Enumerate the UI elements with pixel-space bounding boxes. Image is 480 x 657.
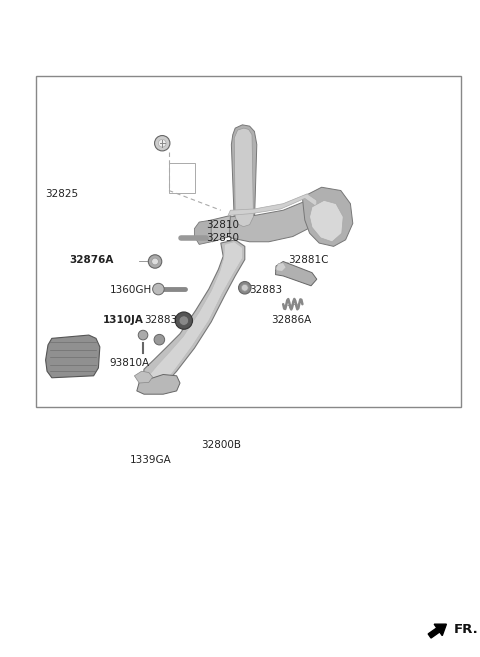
FancyArrow shape <box>428 624 446 638</box>
Polygon shape <box>143 240 245 391</box>
Circle shape <box>239 282 251 294</box>
Circle shape <box>138 330 148 340</box>
Polygon shape <box>302 187 353 246</box>
Text: 32886A: 32886A <box>271 315 312 325</box>
Text: 32825: 32825 <box>46 189 79 199</box>
Text: 93810A: 93810A <box>109 357 150 368</box>
Text: FR.: FR. <box>454 623 479 636</box>
Circle shape <box>179 316 189 325</box>
Circle shape <box>175 312 192 329</box>
Circle shape <box>155 135 170 151</box>
Circle shape <box>153 283 164 295</box>
Polygon shape <box>228 194 317 215</box>
Polygon shape <box>276 263 286 271</box>
Text: 1339GA: 1339GA <box>130 455 171 465</box>
Text: 32883: 32883 <box>250 285 283 296</box>
Text: 32850: 32850 <box>206 233 240 243</box>
Text: 1310JA: 1310JA <box>103 315 144 325</box>
Bar <box>169 163 195 193</box>
Circle shape <box>152 258 158 265</box>
Polygon shape <box>231 125 257 233</box>
Circle shape <box>154 334 165 345</box>
Polygon shape <box>310 200 343 242</box>
Text: 32800B: 32800B <box>202 440 241 451</box>
Bar <box>36 76 461 407</box>
Polygon shape <box>234 128 253 227</box>
Text: 32876A: 32876A <box>70 254 114 265</box>
Circle shape <box>158 139 166 147</box>
Polygon shape <box>46 335 100 378</box>
Polygon shape <box>194 220 211 244</box>
Polygon shape <box>137 374 180 394</box>
Polygon shape <box>150 242 242 386</box>
Text: 32881C: 32881C <box>288 254 328 265</box>
Circle shape <box>241 284 248 291</box>
Polygon shape <box>223 200 319 242</box>
Polygon shape <box>202 215 230 242</box>
Polygon shape <box>134 371 153 383</box>
Text: 1360GH: 1360GH <box>109 285 152 296</box>
Circle shape <box>148 255 162 268</box>
Polygon shape <box>276 261 317 286</box>
Text: 32810: 32810 <box>206 219 240 230</box>
Text: 32883: 32883 <box>144 315 177 325</box>
